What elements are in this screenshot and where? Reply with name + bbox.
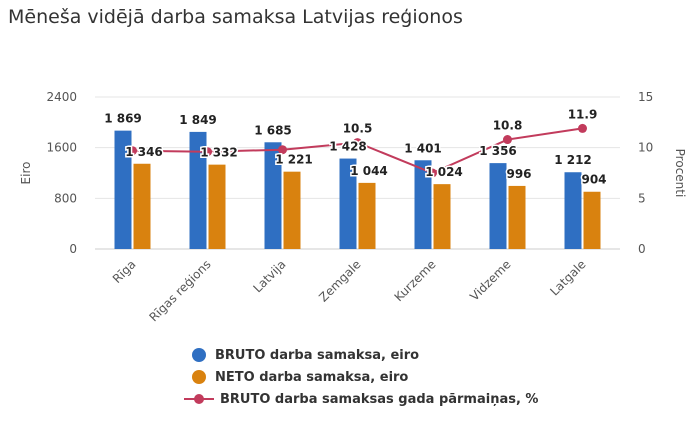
point-change [353,138,362,148]
y2-tick-label: 0 [638,242,646,256]
data-label-neto: 1 346 [125,145,163,159]
data-label-bruto: 1 212 [554,153,592,167]
data-label-neto: 1 024 [425,165,463,179]
bar-bruto [489,163,507,249]
bar-bruto [114,130,132,249]
y2-tick-label: 5 [638,191,646,205]
x-tick-label: Kurzeme [392,257,439,304]
legend-label-change: BRUTO darba samaksas gada pārmaiņas, % [220,391,539,407]
data-label-neto: 1 044 [350,164,388,178]
data-label-bruto: 1 685 [254,123,292,137]
bar-neto [433,184,451,249]
point-change [578,123,587,133]
legend-swatch-neto [192,370,206,384]
x-tick-label: Latvija [251,257,289,295]
y-axis-title: Eiro [19,162,33,185]
y2-tick-label: 15 [638,90,653,104]
bar-neto [133,163,151,249]
x-tick-label: Rīgas reģions [147,257,214,324]
data-label-bruto: 1 356 [479,144,517,158]
point-change [278,145,287,155]
data-label-change: 10.5 [343,122,373,136]
data-label-neto: 1 221 [275,153,313,167]
data-label-change: 10.8 [493,119,523,133]
legend-item-change[interactable]: BRUTO darba samaksas gada pārmaiņas, % [184,388,539,410]
chart-title: Mēneša vidējā darba samaksa Latvijas reģ… [8,6,463,28]
legend-label-neto: NETO darba samaksa, eiro [215,369,409,385]
bar-neto [208,164,226,249]
x-tick-label: Vidzeme [467,257,513,303]
point-change [128,146,137,156]
bar-neto [508,185,526,249]
point-change [203,147,212,157]
x-tick-label: Rīga [110,257,139,286]
bar-neto [583,191,601,249]
legend-item-bruto[interactable]: BRUTO darba samaksa, eiro [192,344,538,366]
bar-neto [358,182,376,249]
y-tick-label: 1600 [46,141,77,155]
point-change [503,135,512,145]
x-tick-label: Zemgale [316,257,363,304]
legend-swatch-change [184,392,214,406]
data-label-bruto: 1 849 [179,113,217,127]
data-label-bruto: 1 428 [329,140,367,154]
y2-tick-label: 10 [638,141,653,155]
bar-bruto [339,158,357,249]
chart-legend: BRUTO darba samaksa, eiro NETO darba sam… [184,344,539,410]
bar-bruto [189,131,207,249]
data-label-neto: 996 [506,167,531,181]
bar-bruto [414,160,432,249]
data-label-bruto: 1 401 [404,141,442,155]
data-label-bruto: 1 869 [104,112,142,126]
bar-bruto [264,142,282,249]
y2-axis-title: Procenti [673,149,687,198]
bar-neto [283,171,301,249]
y-tick-label: 2400 [46,90,77,104]
data-label-change: 11.9 [568,107,598,121]
data-label-neto: 904 [581,173,606,187]
legend-item-neto[interactable]: NETO darba samaksa, eiro [192,366,538,388]
y-tick-label: 800 [54,191,77,205]
legend-swatch-bruto [192,348,206,362]
bar-bruto [564,172,582,249]
chart-plot: 0 800 1600 2400 0 5 10 15 Eiro Procenti Rīga Rīgas … [19,90,687,324]
data-label-neto: 1 332 [200,146,238,160]
point-change [428,168,437,178]
legend-label-bruto: BRUTO darba samaksa, eiro [215,347,420,363]
y-tick-label: 0 [69,242,77,256]
x-tick-label: Latgale [547,257,588,298]
